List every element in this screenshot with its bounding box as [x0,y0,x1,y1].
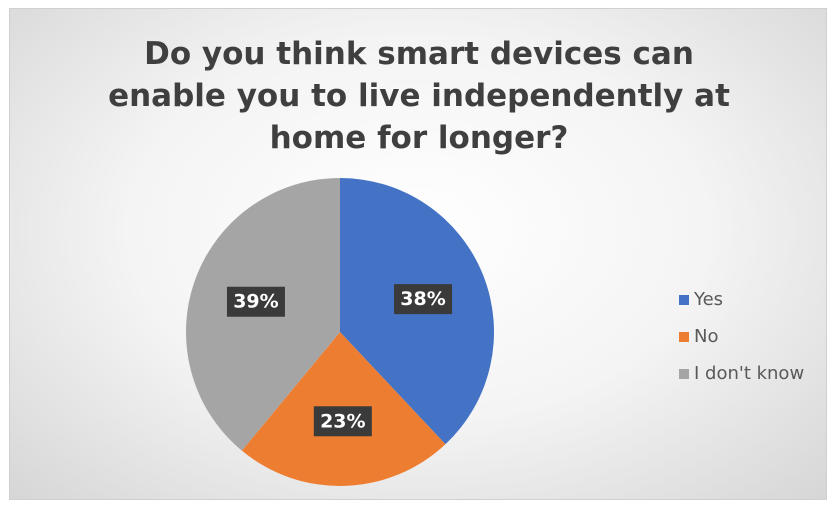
legend-label-no: No [694,326,719,347]
legend-item-i-dont-know[interactable]: I don't know [679,355,804,392]
legend-item-yes[interactable]: Yes [679,281,804,318]
data-label-text-no: 23% [320,410,365,432]
data-label-no: 23% [313,406,372,437]
data-label-box-i-dont-know [226,286,285,317]
legend-swatch-yes [679,294,689,305]
legend-label-yes: Yes [694,289,724,310]
chart-title-line-3: home for longer? [269,120,569,156]
legend-label-i-dont-know: I don't know [694,363,805,384]
pie-slices [186,178,494,486]
legend: Yes No I don't know [679,281,804,392]
data-label-box-yes [394,284,453,315]
chart-title-line-1: Do you think smart devices can [144,36,694,72]
data-label-text-i-dont-know: 39% [233,291,278,313]
pie-data-labels: 38% 23% 39% [226,284,453,437]
chart-title-line-2: enable you to live independently at [108,78,730,114]
chart-title: Do you think smart devices can enable yo… [10,33,826,159]
data-label-yes: 38% [394,284,453,315]
data-label-text-yes: 38% [400,288,445,310]
legend-item-no[interactable]: No [679,318,804,355]
data-label-i-dont-know: 39% [226,286,285,317]
legend-swatch-no [679,331,689,342]
legend-swatch-i-dont-know [679,368,689,379]
data-label-box-no [313,406,372,437]
chart-area: Do you think smart devices can enable yo… [9,8,827,500]
pie-plot: 38% 23% 39% [186,178,494,486]
